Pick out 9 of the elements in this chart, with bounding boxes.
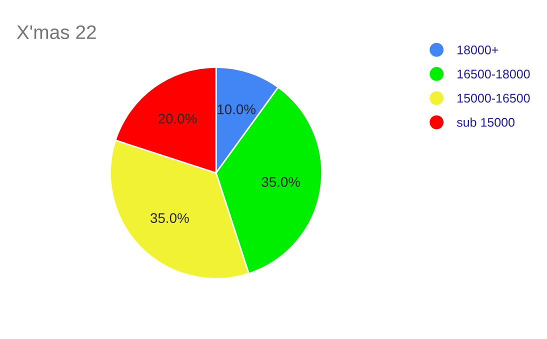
- legend-label: sub 15000: [456, 118, 515, 127]
- data-label: 35.0%: [150, 213, 189, 223]
- legend-label: 16500-18000: [458, 70, 530, 78]
- data-label: 10.0%: [218, 104, 256, 114]
- data-label: 20.0%: [158, 114, 197, 124]
- chart-title: X'mas 22: [16, 25, 96, 40]
- legend-label: 18000+: [458, 45, 498, 54]
- data-label: 35.0%: [262, 177, 300, 187]
- legend-label: 15000-16500: [458, 94, 530, 103]
